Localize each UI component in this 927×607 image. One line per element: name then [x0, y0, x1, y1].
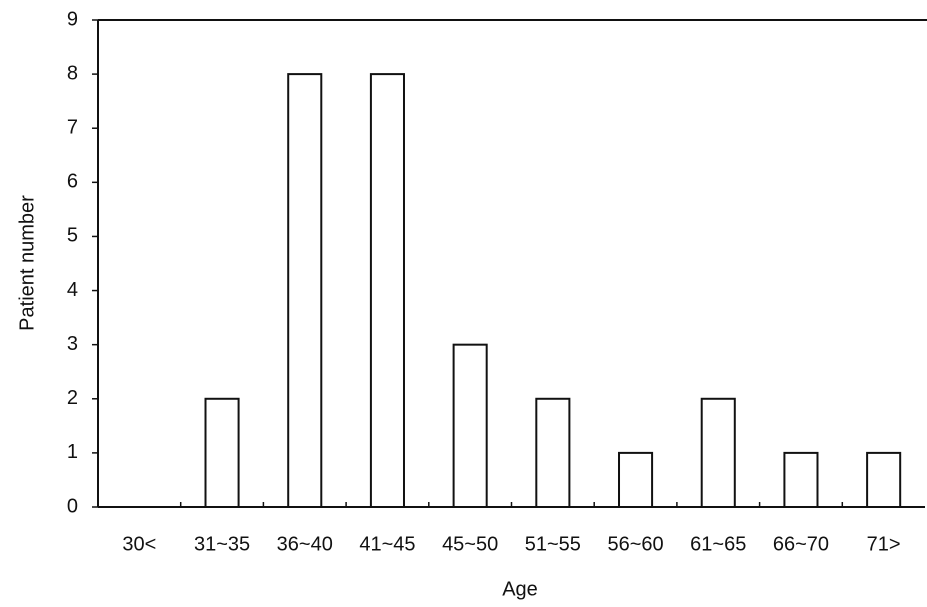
y-tick-label: 6	[67, 171, 78, 193]
y-tick-label: 3	[67, 333, 78, 355]
bar	[452, 343, 488, 508]
y-tick-label: 2	[67, 387, 78, 409]
x-tick-label: 30<	[122, 533, 156, 555]
x-tick-label: 36~40	[277, 533, 333, 555]
bar	[369, 73, 405, 508]
bar	[287, 73, 323, 508]
x-tick-label: 56~60	[607, 533, 663, 555]
bar	[700, 397, 736, 508]
y-axis-label: Patient number	[16, 195, 38, 331]
bar	[204, 397, 240, 508]
y-tick-label: 4	[67, 279, 78, 301]
x-tick-label: 31~35	[194, 533, 250, 555]
y-tick-label: 0	[67, 495, 78, 517]
x-tick-label: 71>	[867, 533, 901, 555]
y-tick-label: 7	[67, 117, 78, 139]
bar	[618, 451, 654, 508]
y-tick-label: 1	[67, 441, 78, 463]
bar	[866, 451, 902, 508]
x-tick-label: 51~55	[525, 533, 581, 555]
x-axis-label: Age	[502, 578, 538, 600]
x-tick-label: 66~70	[773, 533, 829, 555]
y-tick-label: 8	[67, 62, 78, 84]
x-tick-label: 41~45	[359, 533, 415, 555]
x-tick-label: 45~50	[442, 533, 498, 555]
bar	[783, 451, 819, 508]
y-tick-label: 9	[67, 8, 78, 30]
y-tick-label: 5	[67, 225, 78, 247]
x-tick-label: 61~65	[690, 533, 746, 555]
bar	[535, 397, 571, 508]
